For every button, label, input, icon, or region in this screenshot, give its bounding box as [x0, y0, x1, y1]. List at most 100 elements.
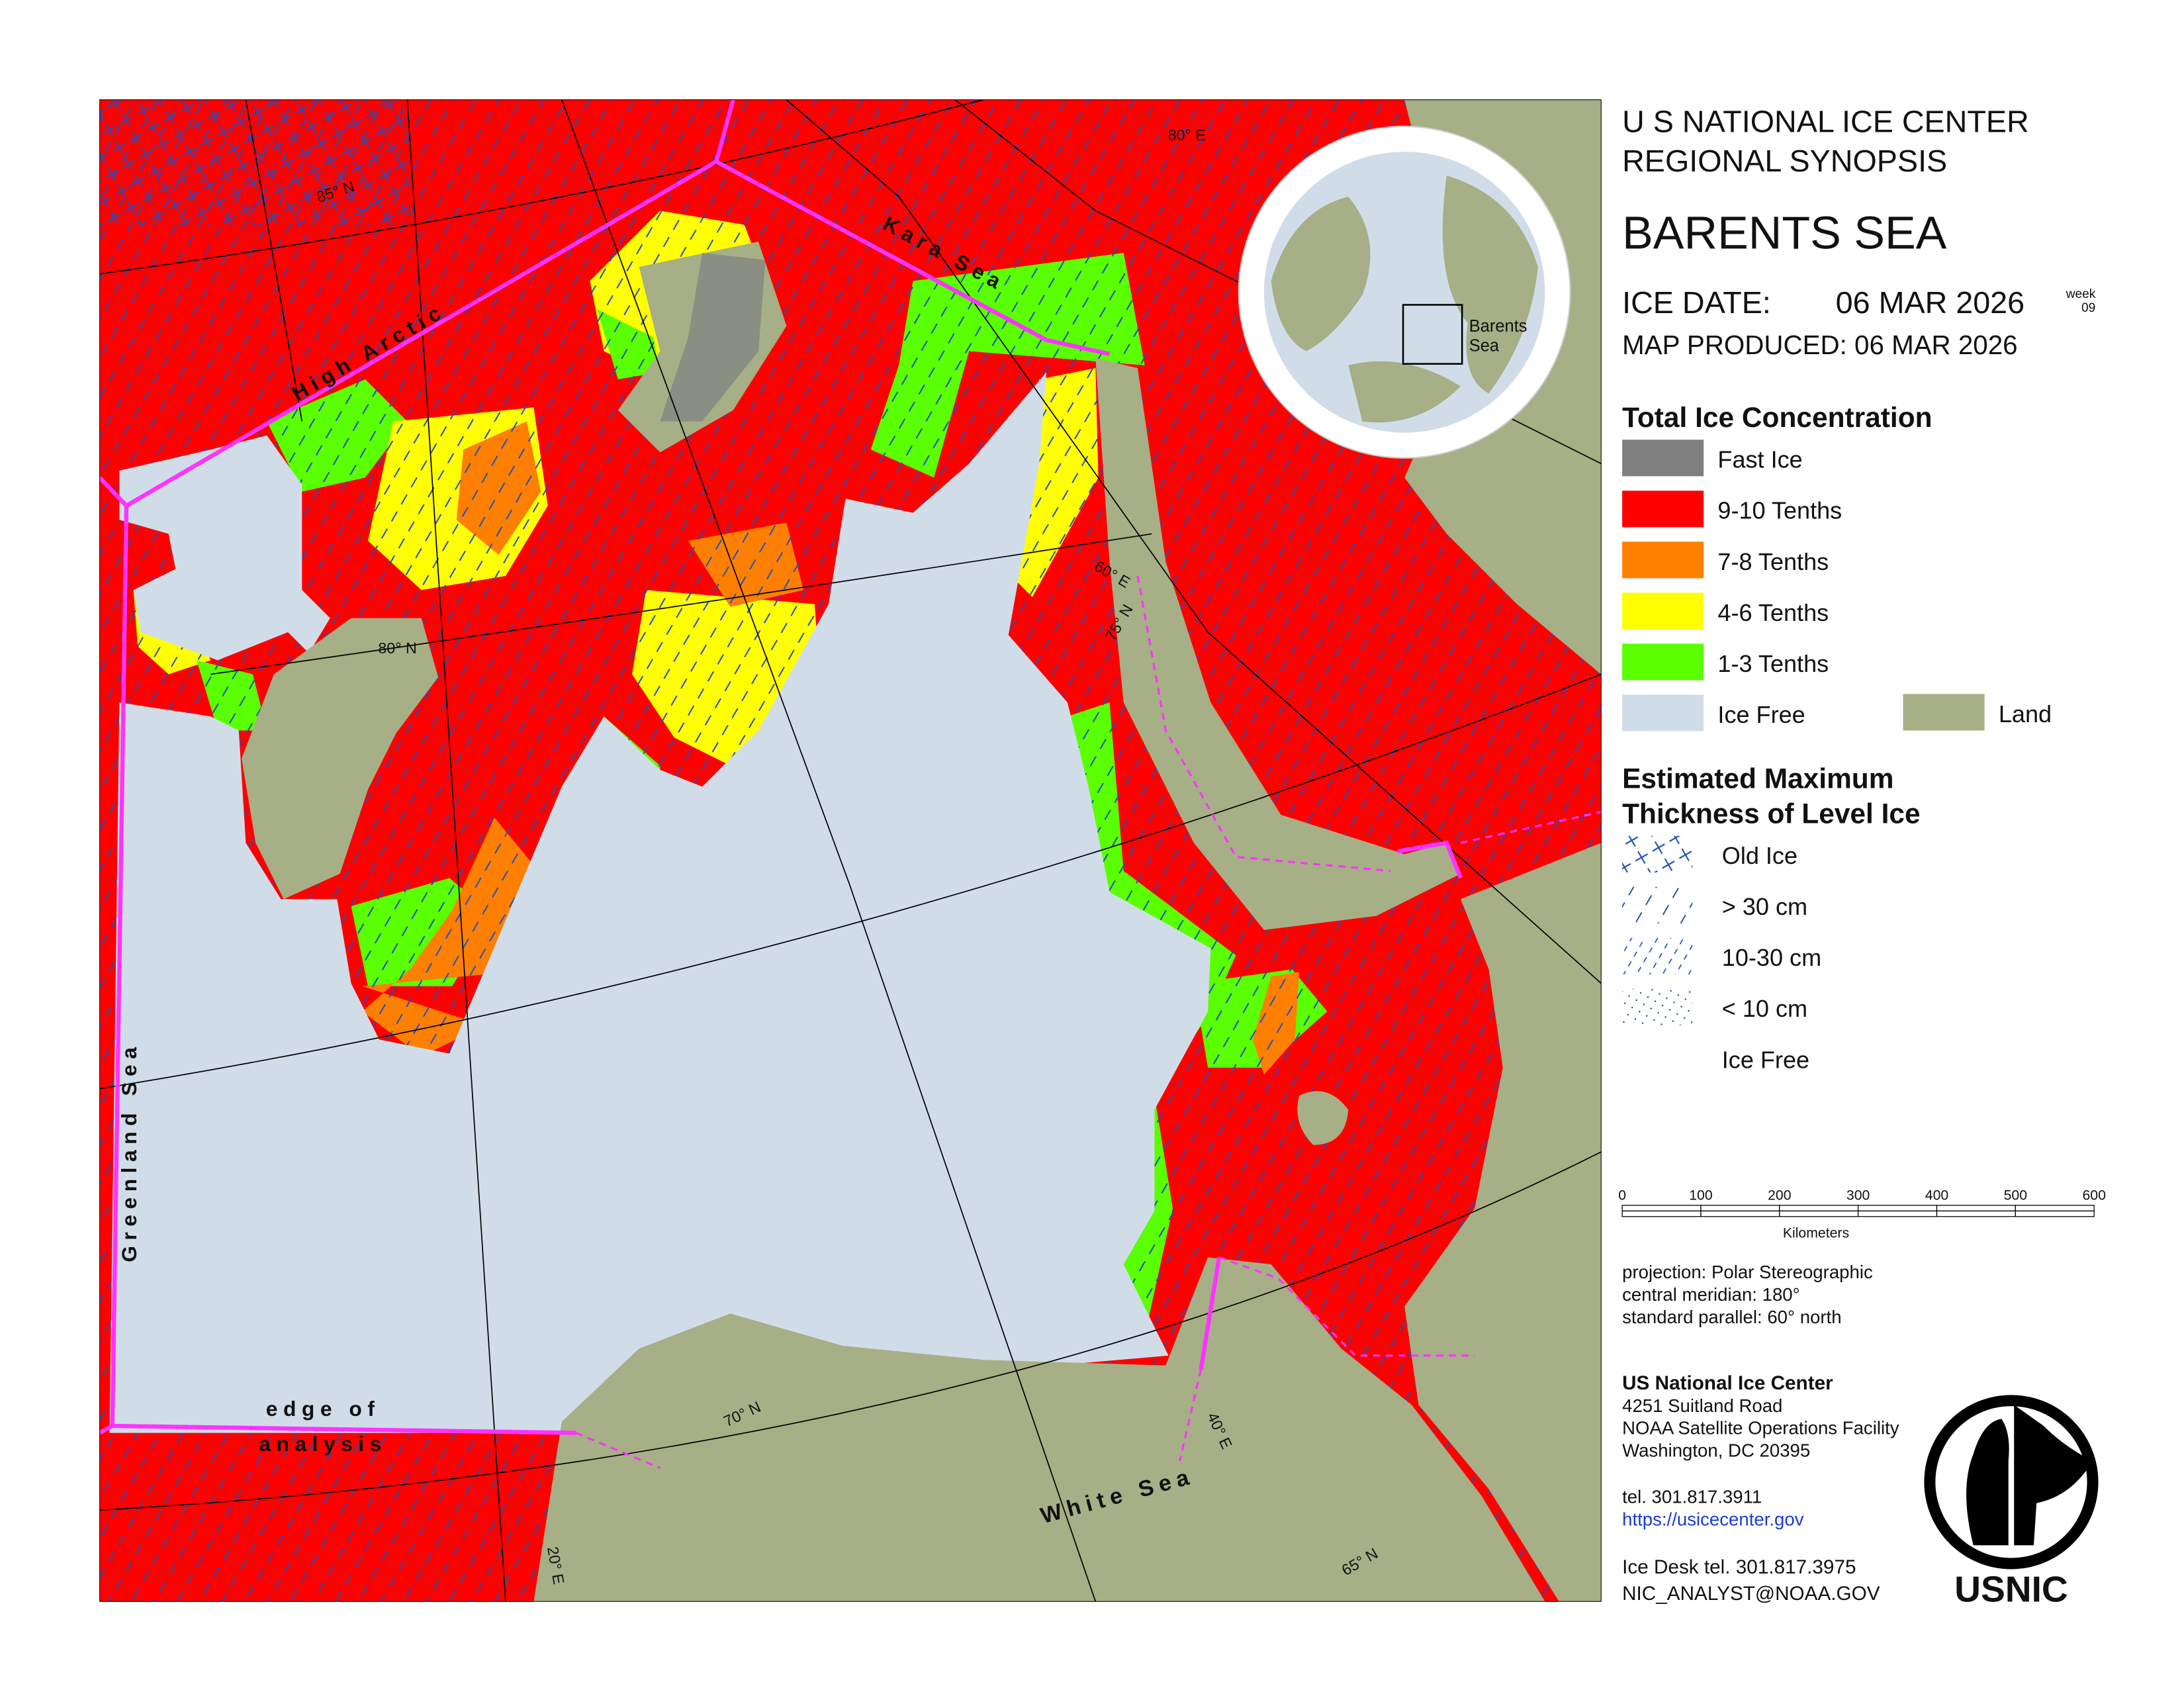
legend-title: Total Ice Concentration [1622, 402, 1932, 433]
legend-swatch [1622, 541, 1704, 579]
url-link[interactable]: https://usicecenter.gov [1622, 1509, 1804, 1530]
ice-date-label: ICE DATE: [1622, 285, 1771, 320]
legend-label: 7-8 Tenths [1717, 548, 1829, 575]
address: Washington, DC 20395 [1622, 1440, 1810, 1461]
scale-unit: Kilometers [1783, 1226, 1849, 1241]
boundary [1397, 840, 1463, 879]
logo-bear [2014, 1405, 2093, 1546]
address: 4251 Suitland Road [1622, 1395, 1782, 1416]
legend-swatch [1622, 694, 1704, 731]
legend-label: Ice Free [1722, 1046, 1809, 1073]
product: REGIONAL SYNOPSIS [1622, 144, 1947, 178]
inset-label-line: Barents [1469, 317, 1527, 336]
legend-title: Estimated Maximum [1622, 763, 1893, 794]
logo: USNIC [1924, 1395, 2099, 1609]
legend-label: > 30 cm [1722, 893, 1807, 920]
legend-swatch [1622, 886, 1693, 923]
legend-swatch [1622, 988, 1693, 1025]
old-ice-hatch [99, 99, 409, 226]
boundary [125, 159, 1111, 508]
phone: tel. 301.817.3911 [1622, 1487, 1762, 1507]
boundary-dashed [1136, 575, 1391, 872]
land [533, 1257, 1545, 1602]
inset-label: Barents Sea [1469, 317, 1527, 355]
legend-label: 9-10 Tenths [1717, 497, 1842, 524]
graticule [99, 99, 983, 275]
boundary-dashed [575, 1432, 661, 1470]
scale-label: 400 [1925, 1188, 1948, 1203]
agency: U S NATIONAL ICE CENTER [1622, 104, 2029, 138]
boundary-dashed [1460, 811, 1602, 844]
contact-name: US National Ice Center [1622, 1372, 1833, 1394]
legend-swatch [1622, 440, 1704, 477]
boundary [99, 476, 128, 508]
desk-phone: Ice Desk tel. 301.817.3975 [1622, 1556, 1856, 1578]
logo-penguin [1966, 1419, 2009, 1546]
graticule [561, 99, 1097, 1602]
concentration-legend: Fast Ice 9-10 Tenths 7-8 Tenths 4-6 Tenths 1… [1622, 440, 2052, 731]
graticule [99, 1151, 1602, 1511]
legend-label: 4-6 Tenths [1717, 599, 1829, 626]
boundary [714, 99, 735, 162]
map-frame [99, 99, 1602, 1602]
scale-label: 600 [2082, 1188, 2105, 1203]
legend-label: < 10 cm [1722, 995, 1807, 1022]
legend-label: Old Ice [1722, 842, 1797, 869]
thickness-legend: Old Ice > 30 cm 10-30 cm < 10 cm Ice Free [1622, 835, 1821, 1076]
week: 09 [2081, 301, 2095, 315]
address: NOAA Satellite Operations Facility [1622, 1418, 1899, 1438]
scale-bar: 0 100 200 300 400 500 600 Kilometers [1618, 1188, 2106, 1241]
inset-box [1402, 304, 1463, 365]
scale-label: 100 [1689, 1188, 1712, 1203]
region-title: BARENTS SEA [1622, 207, 1947, 259]
land [1297, 1091, 1349, 1145]
ice-free-water [109, 372, 1211, 1433]
boundary [1199, 1256, 1222, 1370]
legend-swatch [1622, 643, 1704, 680]
map-label: Greenland Sea [117, 1042, 141, 1262]
legend-label: Fast Ice [1717, 446, 1802, 473]
boundary [110, 505, 576, 1435]
inset-land [1271, 175, 1538, 423]
land [1404, 843, 1602, 1602]
legend-swatch [1622, 592, 1704, 630]
boundary-dashed [1179, 1369, 1203, 1462]
graticule [786, 99, 1602, 984]
legend-swatch [1622, 491, 1704, 528]
land [1095, 358, 1461, 930]
legend-swatch [1622, 1040, 1692, 1076]
legend-swatch [1903, 694, 1985, 731]
legend-label: Ice Free [1717, 701, 1805, 728]
boundary-dashed [1218, 1256, 1475, 1357]
week-label: week [2066, 287, 2096, 301]
inset-globe: Barents Sea [1238, 125, 1571, 459]
graticule [210, 533, 1152, 675]
map-label: analysis [259, 1432, 387, 1456]
legend-label: Land [1999, 700, 2052, 727]
email: NIC_ANALYST@NOAA.GOV [1622, 1583, 1880, 1605]
inset-label-line: Sea [1469, 337, 1500, 355]
boundary [99, 1424, 114, 1435]
land [242, 618, 439, 900]
scale-label: 200 [1768, 1188, 1791, 1203]
legend-swatch [1622, 835, 1693, 872]
scale-label: 300 [1846, 1188, 1870, 1203]
graticule [99, 673, 1602, 1090]
map-produced: MAP PRODUCED: 06 MAR 2026 [1622, 330, 2017, 360]
graticule [245, 99, 303, 422]
projection: central meridian: 180° [1622, 1284, 1800, 1305]
legend-title: Thickness of Level Ice [1622, 798, 1921, 829]
map-label: 80° N [378, 639, 417, 657]
logo-text: USNIC [1954, 1568, 2068, 1609]
legend-label: 1-3 Tenths [1717, 650, 1829, 677]
graticule [406, 99, 506, 1602]
projection: projection: Polar Stereographic [1622, 1262, 1873, 1282]
ice-date: 06 MAR 2026 [1836, 285, 2025, 320]
scale-label: 0 [1618, 1188, 1626, 1203]
logo-ring [1924, 1395, 2099, 1570]
legend-swatch [1622, 937, 1693, 974]
map-label: 80° E [1168, 126, 1206, 144]
scale-label: 500 [2004, 1188, 2027, 1203]
map-label: edge of [266, 1397, 381, 1421]
